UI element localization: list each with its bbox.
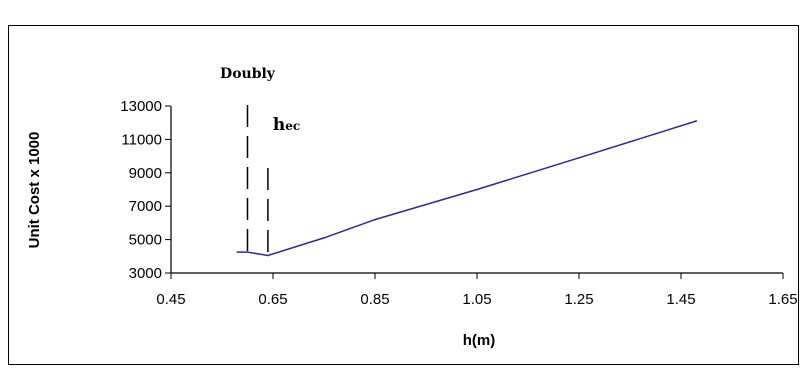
y-tick-label: 11000	[121, 131, 162, 148]
series-point	[236, 251, 239, 253]
series-point	[476, 188, 478, 191]
series	[236, 120, 698, 257]
hec-label-main: h	[273, 115, 285, 135]
x-tick-label: 0.65	[258, 291, 287, 308]
series-point	[267, 254, 269, 257]
y-tick-label: 3000	[129, 265, 162, 282]
y-tick-label: 9000	[129, 165, 162, 182]
y-tick-label: 13000	[120, 98, 162, 115]
hec-label-sub: ec	[285, 119, 300, 133]
x-tick-label: 1.45	[666, 291, 695, 308]
chart-frame	[8, 25, 799, 365]
x-tick-label: 0.85	[360, 291, 389, 308]
doubly-label: Doubly	[220, 66, 276, 82]
y-axis-title: Unit Cost x 1000	[26, 132, 43, 249]
series-point	[246, 251, 249, 253]
x-tick-label: 1.25	[564, 291, 593, 308]
x-axis-title: h(m)	[463, 332, 496, 349]
annotations: Doubly hec	[220, 66, 300, 258]
y-tick-label: 5000	[129, 232, 162, 249]
x-tick-label: 1.65	[768, 291, 797, 308]
hec-label: hec	[273, 115, 300, 135]
series-point	[323, 237, 325, 239]
series-line	[237, 120, 697, 257]
x-tick-label: 0.45	[156, 291, 185, 308]
y-tick-label: 7000	[129, 198, 162, 215]
y-ticks: 3000 5000 7000 9000 11000 13000	[120, 98, 171, 282]
x-ticks: 0.45 0.65 0.85 1.05 1.25 1.45 1.65	[156, 273, 798, 308]
series-point	[578, 156, 580, 159]
x-tick-label: 1.05	[462, 291, 491, 308]
series-point	[695, 120, 698, 122]
series-point	[374, 218, 376, 221]
